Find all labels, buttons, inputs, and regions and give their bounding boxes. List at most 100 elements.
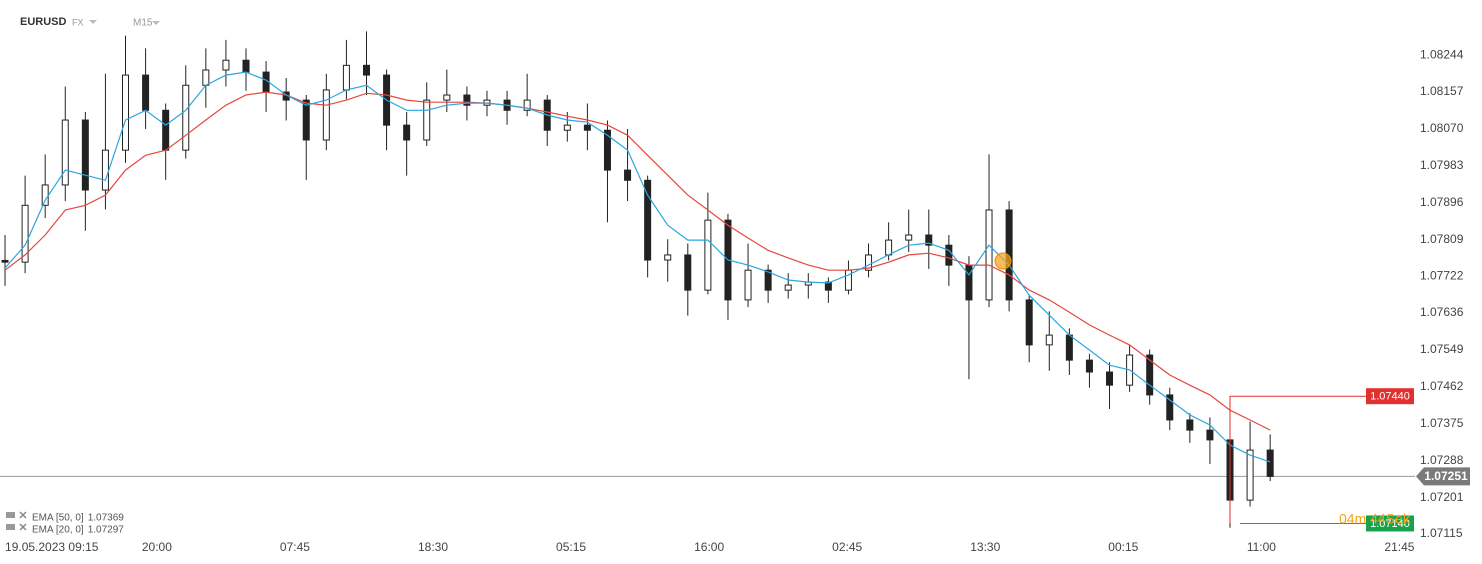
price-tag-label: 1.07140 [1370, 518, 1410, 530]
candle-body [764, 269, 772, 291]
candle-body [1186, 419, 1194, 431]
candle-body [142, 74, 150, 111]
candle-body [21, 204, 29, 263]
candle-body [342, 64, 350, 91]
legend-close[interactable] [19, 523, 27, 531]
candle-body [182, 84, 190, 151]
x-tick-label: 00:15 [1108, 540, 1138, 554]
candle-body [443, 94, 451, 101]
candle-body [322, 89, 330, 141]
candle-body [664, 254, 672, 261]
candle-body [905, 234, 913, 241]
y-tick-label: 1.07896 [1420, 195, 1464, 209]
x-tick-label: 13:30 [970, 540, 1000, 554]
candle-body [1106, 371, 1114, 386]
candle-body [1065, 334, 1073, 361]
candle-body [1246, 449, 1254, 501]
candle-body [101, 149, 109, 191]
legend-close[interactable] [19, 511, 27, 519]
market[interactable]: FX [72, 17, 84, 27]
timeframe[interactable]: M15 [133, 18, 153, 29]
legend-icon[interactable] [6, 512, 15, 518]
candle-body [945, 244, 953, 266]
legend-value: 1.07369 [88, 513, 125, 524]
y-tick-label: 1.07375 [1420, 416, 1464, 430]
legend-name: EMA [50, 0] [32, 513, 84, 524]
candle-body [1146, 354, 1154, 396]
candle-body [784, 284, 792, 291]
candle-body [925, 234, 933, 246]
symbol[interactable]: EURUSD [20, 16, 67, 28]
candle-body [61, 119, 69, 186]
legend-icons [6, 511, 27, 531]
candle-body [603, 129, 611, 171]
candle-body [222, 59, 230, 71]
x-tick-label: 05:15 [556, 540, 586, 554]
candle-body [563, 124, 571, 131]
y-tick-label: 1.08244 [1420, 47, 1464, 61]
candle-body [463, 94, 471, 106]
candle-body [583, 124, 591, 131]
candle-body [202, 69, 210, 86]
candle-body [403, 124, 411, 141]
candle-body [985, 209, 993, 301]
dropdown-arrow[interactable] [152, 21, 160, 25]
candle-body [865, 254, 873, 271]
x-tick-label: 19.05.2023 09:15 [5, 540, 99, 554]
y-tick-label: 1.07288 [1420, 453, 1464, 467]
price-tag [1366, 388, 1414, 405]
x-tick-label: 21:45 [1384, 540, 1414, 554]
countdown: 04m 44Sek [1339, 511, 1411, 527]
dropdown-arrow[interactable] [89, 20, 97, 24]
candle-body [644, 179, 652, 261]
candle-body [81, 119, 89, 191]
candle-body [1166, 394, 1174, 421]
candle-body [624, 169, 632, 181]
ema-line [4, 71, 1271, 463]
candle-body [704, 219, 712, 291]
y-tick-label: 1.07722 [1420, 269, 1464, 283]
y-tick-label: 1.07809 [1420, 232, 1464, 246]
candle-body [744, 269, 752, 301]
candle-body [885, 239, 893, 256]
ema-line [4, 91, 1271, 431]
y-tick-label: 1.07115 [1420, 526, 1463, 540]
candle-body [1045, 334, 1053, 346]
candle-body [1206, 429, 1214, 441]
x-tick-label: 20:00 [142, 540, 172, 554]
candle-body [824, 281, 832, 291]
event-marker [994, 252, 1012, 270]
candle-body [41, 184, 49, 206]
y-tick-label: 1.07983 [1420, 158, 1464, 172]
candle-body [362, 64, 370, 76]
y-tick-label: 1.07636 [1420, 305, 1464, 319]
x-tick-label: 16:00 [694, 540, 724, 554]
x-tick-label: 02:45 [832, 540, 862, 554]
x-tick-label: 07:45 [280, 540, 310, 554]
candle-body [242, 59, 250, 73]
y-tick-label: 1.07549 [1420, 342, 1464, 356]
candle-body [965, 264, 973, 301]
y-tick-label: 1.08070 [1420, 121, 1464, 135]
last-price-tag [1416, 467, 1470, 486]
candle-body [1085, 359, 1093, 373]
price-tag-label: 1.07440 [1370, 391, 1410, 403]
legend-icon[interactable] [6, 524, 15, 530]
candle-body [1266, 449, 1274, 477]
candle-body [684, 254, 692, 291]
legend-value: 1.07297 [88, 525, 125, 536]
legend-name: EMA [20, 0] [32, 525, 84, 536]
candle-body [523, 99, 531, 111]
last-price-label: 1.07251 [1424, 469, 1468, 483]
x-tick-label: 11:00 [1247, 540, 1276, 554]
candle-body [162, 109, 170, 151]
candle-body [122, 74, 130, 151]
y-tick-label: 1.07201 [1420, 490, 1464, 504]
y-tick-label: 1.08157 [1420, 84, 1464, 98]
price-tag [1366, 515, 1414, 532]
y-tick-label: 1.07462 [1420, 379, 1464, 393]
x-tick-label: 18:30 [418, 540, 448, 554]
candle-body [302, 99, 310, 141]
